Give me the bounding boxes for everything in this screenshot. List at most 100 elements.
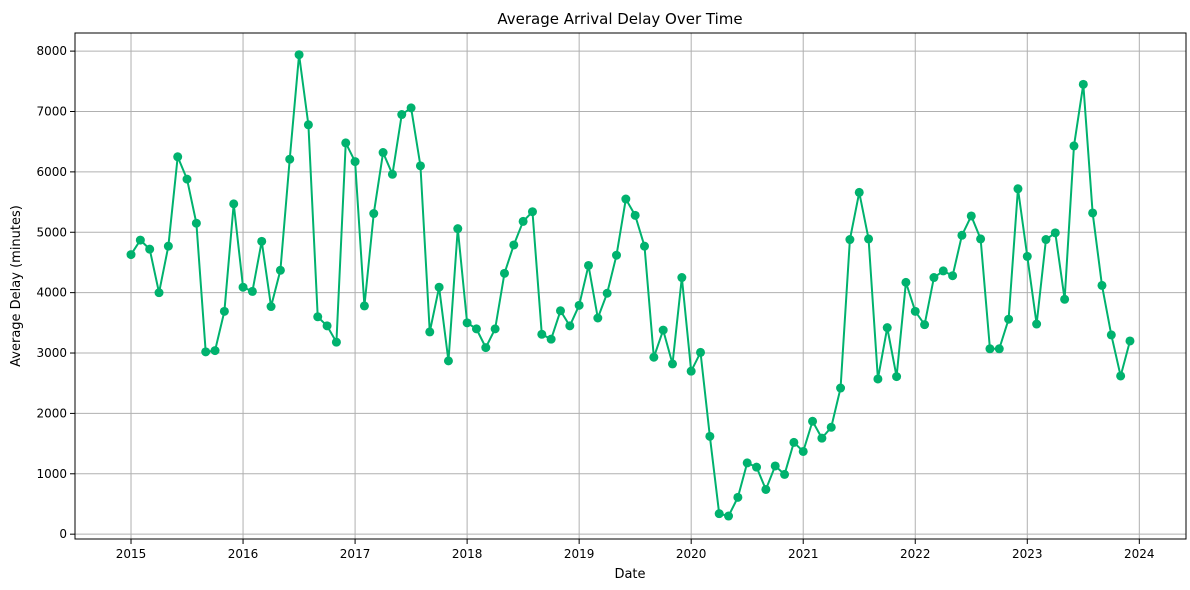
data-point xyxy=(1004,314,1014,324)
data-point xyxy=(219,306,229,316)
data-point xyxy=(481,343,491,353)
data-point xyxy=(163,241,173,251)
data-point xyxy=(322,321,332,331)
data-point xyxy=(565,321,575,331)
data-point xyxy=(994,344,1004,354)
data-point xyxy=(1088,208,1098,218)
data-point xyxy=(714,509,724,519)
data-point xyxy=(201,347,211,357)
data-point xyxy=(957,230,967,240)
data-point xyxy=(350,157,360,167)
data-point xyxy=(770,461,780,471)
y-tick-label: 8000 xyxy=(36,44,67,58)
data-point xyxy=(602,288,612,298)
data-point xyxy=(910,306,920,316)
y-tick-label: 7000 xyxy=(36,104,67,118)
data-point xyxy=(555,306,565,316)
data-point xyxy=(845,235,855,245)
data-point xyxy=(275,265,285,275)
data-point xyxy=(1041,235,1051,245)
data-point xyxy=(882,323,892,333)
data-point xyxy=(929,273,939,283)
y-tick-label: 4000 xyxy=(36,286,67,300)
data-point xyxy=(257,236,267,246)
data-point xyxy=(341,138,351,148)
data-point xyxy=(621,194,631,204)
data-point xyxy=(976,234,986,244)
data-point xyxy=(313,312,323,322)
x-axis-label: Date xyxy=(614,567,645,582)
grid xyxy=(75,33,1186,539)
data-point xyxy=(817,433,827,443)
data-point xyxy=(1116,371,1126,381)
x-tick-label: 2015 xyxy=(116,547,147,561)
data-point xyxy=(901,277,911,287)
data-point xyxy=(808,416,818,426)
data-point xyxy=(780,469,790,479)
data-point xyxy=(640,241,649,251)
data-point xyxy=(238,282,248,292)
x-tick-label: 2020 xyxy=(676,547,707,561)
data-point xyxy=(397,110,407,120)
data-point xyxy=(854,187,864,197)
data-point xyxy=(864,234,874,244)
data-point xyxy=(705,431,715,441)
y-tick-label: 6000 xyxy=(36,165,67,179)
x-tick-label: 2016 xyxy=(228,547,259,561)
plot-frame xyxy=(74,32,1187,540)
data-point xyxy=(462,318,472,328)
data-point xyxy=(696,347,706,357)
data-point xyxy=(471,324,481,334)
data-point xyxy=(518,216,528,226)
data-point xyxy=(182,174,192,184)
data-point xyxy=(145,244,155,254)
data-point xyxy=(453,224,463,234)
data-point xyxy=(1125,336,1135,346)
data-point xyxy=(668,359,678,369)
data-point xyxy=(294,50,304,60)
data-point xyxy=(135,235,145,245)
data-point xyxy=(126,250,136,260)
data-point xyxy=(966,211,976,221)
data-point xyxy=(836,383,846,393)
data-point xyxy=(752,462,762,472)
data-point xyxy=(761,484,771,494)
data-point xyxy=(1032,319,1042,329)
x-tick-label: 2022 xyxy=(900,547,931,561)
data-point xyxy=(191,218,201,228)
data-point xyxy=(1106,330,1116,340)
data-point xyxy=(1060,294,1070,304)
data-point xyxy=(331,337,341,347)
x-tick-label: 2018 xyxy=(452,547,483,561)
data-point xyxy=(612,250,621,260)
data-point xyxy=(247,286,257,296)
y-tick-label: 2000 xyxy=(36,406,67,420)
y-axis: 0 1000 2000 3000 4000 5000 6000 7000 8000 xyxy=(36,44,75,541)
data-point xyxy=(154,288,164,298)
data-point xyxy=(369,209,379,219)
data-point xyxy=(210,346,220,356)
data-point xyxy=(873,374,883,384)
x-tick-label: 2023 xyxy=(1012,547,1043,561)
data-point xyxy=(434,282,444,292)
data-point xyxy=(630,210,640,220)
data-point xyxy=(1078,79,1088,89)
y-axis-label: Average Delay (minutes) xyxy=(9,205,24,367)
data-point xyxy=(387,169,397,179)
data-point xyxy=(537,329,547,339)
data-point xyxy=(173,152,183,162)
data-point xyxy=(677,273,687,283)
data-point xyxy=(658,325,668,335)
data-point xyxy=(359,301,369,311)
data-point xyxy=(1013,184,1023,194)
data-point xyxy=(789,437,799,447)
x-axis: 2015 2016 2017 2018 2019 2020 2021 2022 2023 2024 xyxy=(116,539,1155,561)
data-point xyxy=(649,352,659,362)
chart-title: Average Arrival Delay Over Time xyxy=(497,10,742,28)
data-point xyxy=(546,334,556,344)
y-tick-label: 5000 xyxy=(36,225,67,239)
data-point xyxy=(948,271,958,281)
data-point xyxy=(686,366,696,376)
data-point xyxy=(425,327,435,337)
